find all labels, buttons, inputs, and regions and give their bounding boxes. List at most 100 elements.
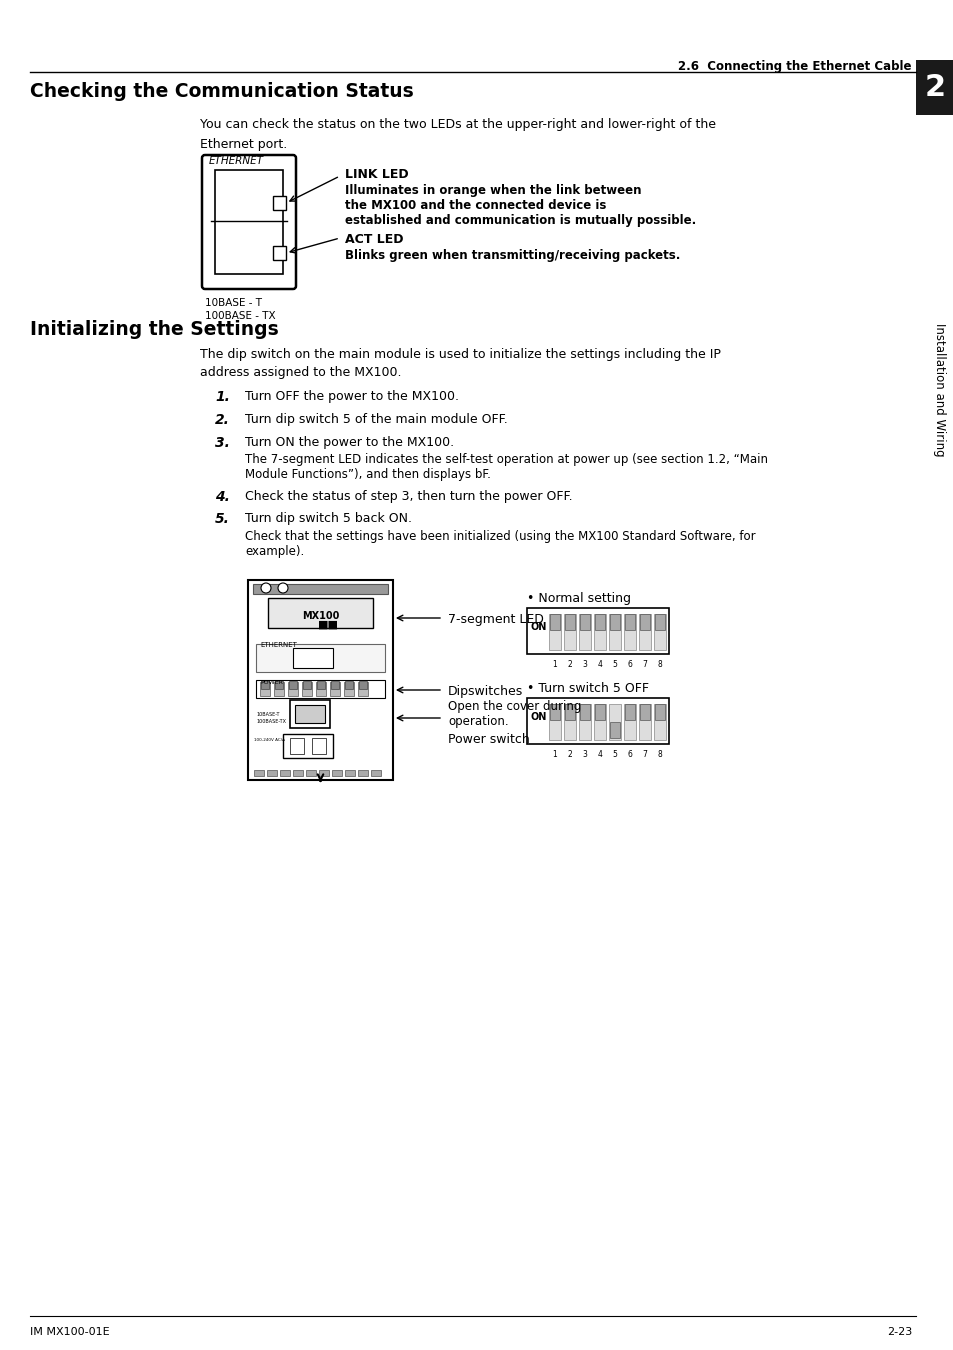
Text: 6: 6 <box>627 751 632 759</box>
Text: 4: 4 <box>597 751 601 759</box>
Text: 2: 2 <box>923 73 944 101</box>
Bar <box>315 682 326 697</box>
Bar <box>312 738 326 755</box>
Bar <box>578 614 590 649</box>
Bar <box>526 698 668 744</box>
Bar <box>639 703 649 720</box>
Text: 4: 4 <box>597 660 601 670</box>
Bar <box>290 701 330 728</box>
Text: 6: 6 <box>627 660 632 670</box>
Bar <box>344 682 354 697</box>
Text: Illuminates in orange when the link between: Illuminates in orange when the link betw… <box>345 184 640 197</box>
Text: 1: 1 <box>552 660 557 670</box>
Bar <box>639 614 649 630</box>
Bar <box>609 614 619 630</box>
Bar <box>302 682 312 697</box>
Bar <box>253 585 388 594</box>
Text: Check that the settings have been initialized (using the MX100 Standard Software: Check that the settings have been initia… <box>245 531 755 543</box>
Bar <box>654 614 665 649</box>
Bar <box>293 769 303 776</box>
Bar <box>371 769 380 776</box>
Text: 1.: 1. <box>214 390 230 404</box>
Bar <box>283 734 333 757</box>
Bar <box>290 738 304 755</box>
Bar <box>273 196 286 211</box>
Text: 10BASE - T: 10BASE - T <box>205 298 262 308</box>
Bar <box>563 703 576 740</box>
Bar <box>623 614 636 649</box>
FancyBboxPatch shape <box>202 155 295 289</box>
Text: the MX100 and the connected device is: the MX100 and the connected device is <box>345 198 606 212</box>
Bar <box>564 614 575 630</box>
Text: example).: example). <box>245 545 304 558</box>
Text: 3.: 3. <box>214 436 230 450</box>
Bar <box>289 680 296 688</box>
Text: 2.: 2. <box>214 413 230 427</box>
Bar <box>253 769 264 776</box>
Text: 1: 1 <box>552 751 557 759</box>
Bar <box>268 598 373 628</box>
Text: MX100: MX100 <box>301 612 339 621</box>
Bar <box>280 769 290 776</box>
Bar <box>288 682 297 697</box>
Text: The dip switch on the main module is used to initialize the settings including t: The dip switch on the main module is use… <box>200 348 720 360</box>
Text: 2: 2 <box>567 751 572 759</box>
Bar <box>358 680 367 688</box>
Text: 100-240V AC/A: 100-240V AC/A <box>253 738 285 742</box>
Bar <box>273 246 286 261</box>
Text: Dipswitches: Dipswitches <box>448 684 522 698</box>
Bar <box>639 703 650 740</box>
Text: 5: 5 <box>612 751 617 759</box>
Bar <box>306 769 315 776</box>
Text: operation.: operation. <box>448 716 508 728</box>
Text: POWER: POWER <box>260 680 283 684</box>
Bar <box>255 644 385 672</box>
Text: ■■: ■■ <box>317 620 338 630</box>
Text: established and communication is mutually possible.: established and communication is mutuall… <box>345 215 696 227</box>
Bar <box>318 769 329 776</box>
Bar <box>214 170 283 274</box>
Text: Open the cover during: Open the cover during <box>448 701 580 713</box>
Bar <box>267 769 276 776</box>
Bar <box>608 703 620 740</box>
Bar <box>550 614 559 630</box>
Text: 8: 8 <box>657 660 661 670</box>
Circle shape <box>261 583 271 593</box>
Bar <box>579 614 589 630</box>
Bar <box>564 703 575 720</box>
Bar <box>248 580 393 780</box>
Text: • Turn switch 5 OFF: • Turn switch 5 OFF <box>526 682 648 695</box>
Bar <box>274 680 283 688</box>
Text: Installation and Wiring: Installation and Wiring <box>933 323 945 456</box>
Text: Ethernet port.: Ethernet port. <box>200 138 287 151</box>
Text: ACT LED: ACT LED <box>345 234 403 246</box>
Text: You can check the status on the two LEDs at the upper-right and lower-right of t: You can check the status on the two LEDs… <box>200 117 716 131</box>
Text: Turn dip switch 5 of the main module OFF.: Turn dip switch 5 of the main module OFF… <box>245 413 507 427</box>
Bar <box>915 59 953 115</box>
Text: The 7-segment LED indicates the self-test operation at power up (see section 1.2: The 7-segment LED indicates the self-tes… <box>245 454 767 466</box>
Bar <box>563 614 576 649</box>
Bar <box>316 680 325 688</box>
Bar <box>548 703 560 740</box>
Bar <box>579 703 589 720</box>
Bar <box>624 703 635 720</box>
Text: 100BASE-TX: 100BASE-TX <box>255 720 286 724</box>
Text: 2.6  Connecting the Ethernet Cable: 2.6 Connecting the Ethernet Cable <box>678 59 911 73</box>
Bar <box>260 682 270 697</box>
Bar <box>595 614 604 630</box>
Bar <box>595 703 604 720</box>
Text: Turn OFF the power to the MX100.: Turn OFF the power to the MX100. <box>245 390 458 404</box>
Bar <box>303 680 311 688</box>
Text: Turn dip switch 5 back ON.: Turn dip switch 5 back ON. <box>245 512 412 525</box>
Circle shape <box>277 583 288 593</box>
Bar <box>594 703 605 740</box>
Bar <box>332 769 341 776</box>
Bar <box>345 769 355 776</box>
Text: 10BASE-T: 10BASE-T <box>255 711 279 717</box>
Bar <box>526 608 668 653</box>
Bar <box>357 769 368 776</box>
Text: 7: 7 <box>642 751 647 759</box>
Text: IM MX100-01E: IM MX100-01E <box>30 1327 110 1336</box>
Text: Initializing the Settings: Initializing the Settings <box>30 320 278 339</box>
Bar <box>331 680 338 688</box>
